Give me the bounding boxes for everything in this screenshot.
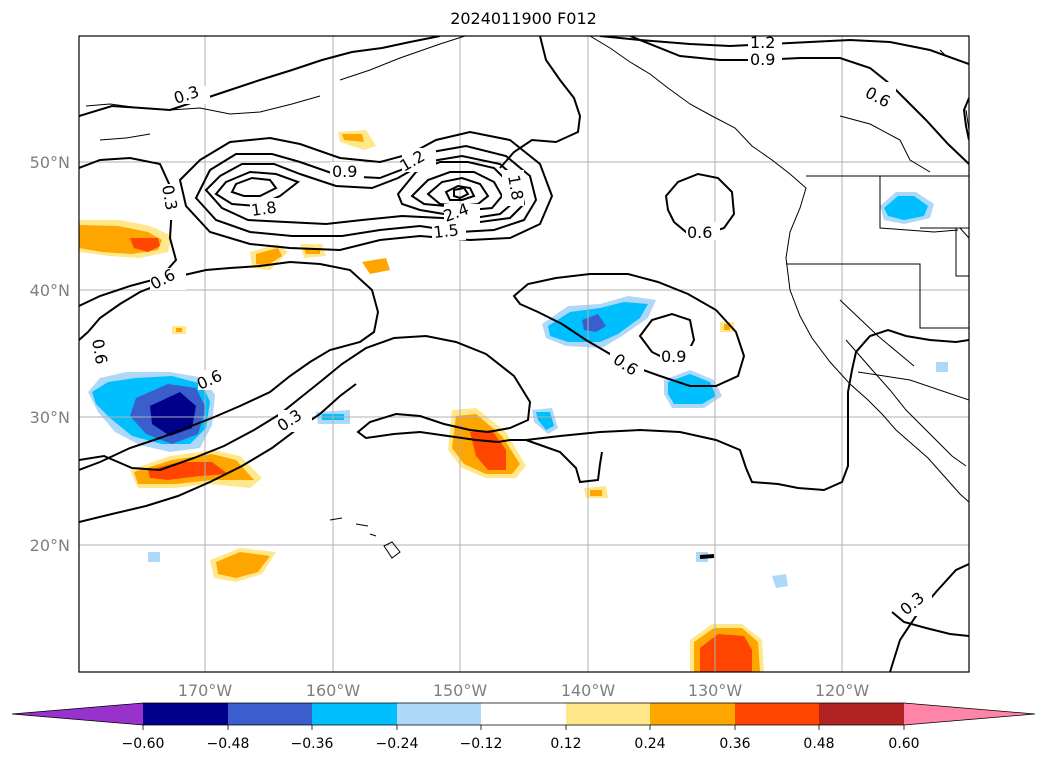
lat-tick-label: 20°N [30, 536, 70, 555]
lon-tick-label: 170°W [178, 681, 233, 700]
colorbar-max-extension [904, 703, 1035, 725]
longitude-labels: 170°W 160°W 150°W 140°W 130°W 120°W [178, 681, 870, 700]
latitude-labels: 50°N 40°N 30°N 20°N [30, 153, 70, 555]
colorbar-tick-label: −0.36 [291, 736, 334, 752]
contour-label: 0.9 [332, 162, 357, 181]
lat-tick-label: 40°N [30, 281, 70, 300]
colorbar-segment [397, 703, 481, 725]
lat-tick-label: 30°N [30, 408, 70, 427]
colorbar-segment [481, 703, 566, 725]
coastlines [85, 36, 969, 559]
contour-label: 1.8 [250, 198, 278, 220]
lon-tick-label: 150°W [433, 681, 488, 700]
contour-label: 1.5 [432, 220, 459, 242]
colorbar-segment [819, 703, 904, 725]
map-border [78, 35, 970, 673]
colorbar-tick-label: −0.48 [207, 736, 250, 752]
colorbar-tick-label: −0.60 [122, 736, 165, 752]
colorbar-tick-label: 0.24 [634, 736, 665, 752]
contour-label: 0.6 [687, 223, 712, 242]
colorbar-segment [228, 703, 312, 725]
island-marker [699, 554, 715, 559]
contour-label-group: 1.2 0.9 0.6 0.3 0.3 0.9 1.2 1.8 1.8 2.4 … [86, 33, 932, 619]
colorbar-tick-label: −0.12 [460, 736, 503, 752]
contour-label: 0.9 [661, 347, 686, 366]
contour-label: 1.2 [750, 33, 775, 52]
lon-tick-label: 130°W [688, 681, 743, 700]
colorbar-min-extension [12, 703, 143, 725]
map-title: 2024011900 F012 [450, 9, 597, 28]
lat-tick-label: 50°N [30, 153, 70, 172]
colorbar-tick-label: −0.24 [376, 736, 419, 752]
colorbar-tick-label: 0.48 [803, 736, 834, 752]
graticule [79, 36, 969, 672]
lon-tick-label: 160°W [306, 681, 361, 700]
contour-label: 0.3 [158, 183, 181, 211]
contour-label: 0.9 [750, 50, 775, 69]
colorbar-tick-label: 0.60 [888, 736, 919, 752]
colorbar-tick-label: 0.12 [550, 736, 581, 752]
colorbar-segment [312, 703, 397, 725]
shaded-anomalies [79, 130, 948, 672]
colorbar-segment [566, 703, 650, 725]
lon-tick-label: 140°W [561, 681, 616, 700]
contour-label: 1.8 [504, 173, 527, 201]
colorbar-segment [650, 703, 735, 725]
contour-label: 0.6 [88, 337, 111, 365]
colorbar: −0.60 −0.48 −0.36 −0.24 −0.12 0.12 0.24 … [11, 702, 1036, 752]
lon-tick-label: 120°W [815, 681, 870, 700]
colorbar-segment [735, 703, 819, 725]
colorbar-tick-label: 0.36 [719, 736, 750, 752]
colorbar-segment [143, 703, 228, 725]
map-panel [79, 36, 969, 672]
